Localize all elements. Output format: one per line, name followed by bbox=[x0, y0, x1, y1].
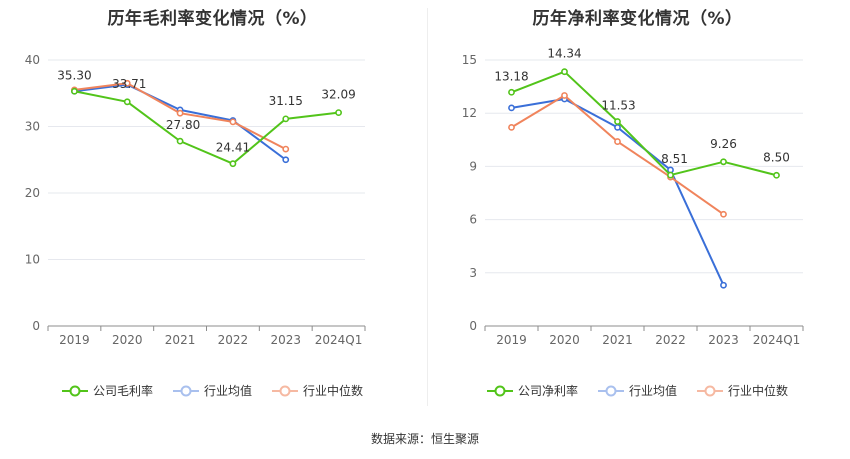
legend-line-icon bbox=[172, 385, 199, 396]
gross-margin-chart-panel: 历年毛利率变化情况（%） 0 10 20 30 40 2019 2020 2021 2022 20… bbox=[0, 0, 425, 410]
y-tick-label: 0 bbox=[32, 319, 40, 333]
data-label: 9.26 bbox=[710, 137, 737, 151]
x-tick-label: 2024Q1 bbox=[753, 333, 801, 347]
legend-item-industry-mean[interactable]: 行业均值 bbox=[172, 382, 252, 399]
industry-mean-point bbox=[508, 104, 515, 112]
company-point bbox=[123, 98, 131, 106]
company-point bbox=[720, 158, 727, 166]
y-tick-label: 3 bbox=[469, 266, 477, 280]
legend-label: 行业中位数 bbox=[303, 384, 364, 398]
data-label: 32.09 bbox=[321, 88, 355, 102]
company-point bbox=[614, 118, 621, 125]
industry-median-point bbox=[229, 118, 237, 126]
legend-line-icon bbox=[486, 385, 513, 396]
x-tick-label: 2019 bbox=[59, 333, 90, 347]
data-label: 31.15 bbox=[269, 94, 303, 108]
legend-line-icon bbox=[597, 385, 624, 396]
x-tick-label: 2022 bbox=[218, 333, 249, 347]
y-tick-label: 20 bbox=[25, 186, 40, 200]
legend-item-company-gross-margin[interactable]: 公司毛利率 bbox=[61, 382, 153, 399]
industry-median-point bbox=[123, 79, 131, 87]
company-point bbox=[667, 171, 674, 179]
net-margin-chart-title: 历年净利率变化情况（%） bbox=[532, 9, 743, 29]
industry-median-point bbox=[282, 145, 290, 153]
company-point bbox=[71, 87, 78, 95]
company-point bbox=[176, 137, 184, 145]
gross-margin-chart: 0 10 20 30 40 2019 2020 2021 2022 2023 2024Q1 35.30… bbox=[25, 53, 366, 347]
industry-median-point bbox=[561, 92, 568, 99]
legend-label: 公司净利率 bbox=[517, 384, 578, 398]
x-tick-label: 2022 bbox=[655, 333, 686, 347]
industry-median-point bbox=[614, 138, 621, 145]
net-margin-chart: 0 3 6 9 12 15 2019 2020 2021 2022 2023 2024Q1 13.18 1… bbox=[462, 47, 804, 347]
company-point bbox=[335, 109, 342, 117]
gross-margin-chart-title: 历年毛利率变化情况（%） bbox=[107, 9, 318, 29]
company-point bbox=[773, 171, 780, 179]
x-tick-label: 2024Q1 bbox=[315, 333, 363, 347]
y-tick-label: 10 bbox=[25, 253, 40, 267]
industry-mean-point bbox=[720, 281, 727, 289]
legend-item-industry-mean[interactable]: 行业均值 bbox=[597, 382, 677, 399]
data-label: 11.53 bbox=[601, 99, 635, 113]
y-tick-label: 40 bbox=[25, 53, 40, 67]
company-point bbox=[508, 88, 515, 96]
x-tick-label: 2021 bbox=[165, 333, 196, 347]
net-margin-chart-panel: 历年净利率变化情况（%） 0 3 6 9 12 15 2019 2020 2021 2022 202… bbox=[425, 0, 850, 410]
legend-item-industry-median[interactable]: 行业中位数 bbox=[272, 382, 363, 399]
company-line bbox=[511, 70, 777, 177]
legend-label: 行业均值 bbox=[628, 384, 677, 398]
company-point bbox=[282, 115, 290, 123]
company-point bbox=[229, 160, 237, 168]
industry-mean-point bbox=[614, 123, 621, 131]
legend-label: 行业中位数 bbox=[728, 384, 789, 398]
legend-line-icon bbox=[697, 385, 723, 396]
legend-item-industry-median[interactable]: 行业中位数 bbox=[697, 382, 788, 399]
data-label: 8.51 bbox=[661, 152, 688, 166]
x-tick-label: 2021 bbox=[602, 333, 633, 347]
industry-median-point bbox=[720, 210, 727, 218]
data-label: 27.80 bbox=[166, 118, 200, 132]
x-tick-label: 2020 bbox=[112, 333, 143, 347]
x-tick-label: 2023 bbox=[270, 333, 301, 347]
company-point bbox=[561, 68, 568, 76]
y-tick-label: 15 bbox=[462, 53, 477, 67]
y-tick-label: 0 bbox=[469, 319, 477, 333]
x-tick-label: 2019 bbox=[496, 333, 527, 347]
x-tick-label: 2020 bbox=[549, 333, 580, 347]
legend-line-icon bbox=[272, 385, 298, 396]
industry-mean-point bbox=[282, 156, 290, 164]
industry-median-point bbox=[176, 109, 184, 117]
data-label: 14.34 bbox=[547, 47, 581, 61]
net-margin-legend: 公司净利率 行业均值 行业中位数 bbox=[425, 382, 850, 399]
company-line bbox=[74, 90, 339, 165]
legend-label: 公司毛利率 bbox=[92, 384, 153, 398]
data-label: 8.50 bbox=[763, 150, 790, 164]
legend-label: 行业均值 bbox=[203, 384, 252, 398]
industry-median-point bbox=[508, 123, 515, 131]
data-label: 35.30 bbox=[57, 68, 91, 82]
data-source-note: 数据来源：恒生聚源 bbox=[370, 432, 479, 446]
y-tick-label: 30 bbox=[25, 120, 40, 134]
y-tick-label: 9 bbox=[469, 159, 477, 173]
y-tick-label: 12 bbox=[462, 106, 477, 120]
data-label: 13.18 bbox=[494, 69, 528, 83]
y-tick-label: 6 bbox=[469, 213, 477, 227]
panel-divider bbox=[427, 8, 428, 406]
legend-line-icon bbox=[61, 385, 88, 396]
gross-margin-legend: 公司毛利率 行业均值 行业中位数 bbox=[0, 382, 425, 399]
data-label: 24.41 bbox=[216, 141, 250, 155]
legend-item-company-net-margin[interactable]: 公司净利率 bbox=[486, 382, 578, 399]
x-tick-label: 2023 bbox=[708, 333, 739, 347]
data-label: 33.71 bbox=[112, 77, 146, 91]
